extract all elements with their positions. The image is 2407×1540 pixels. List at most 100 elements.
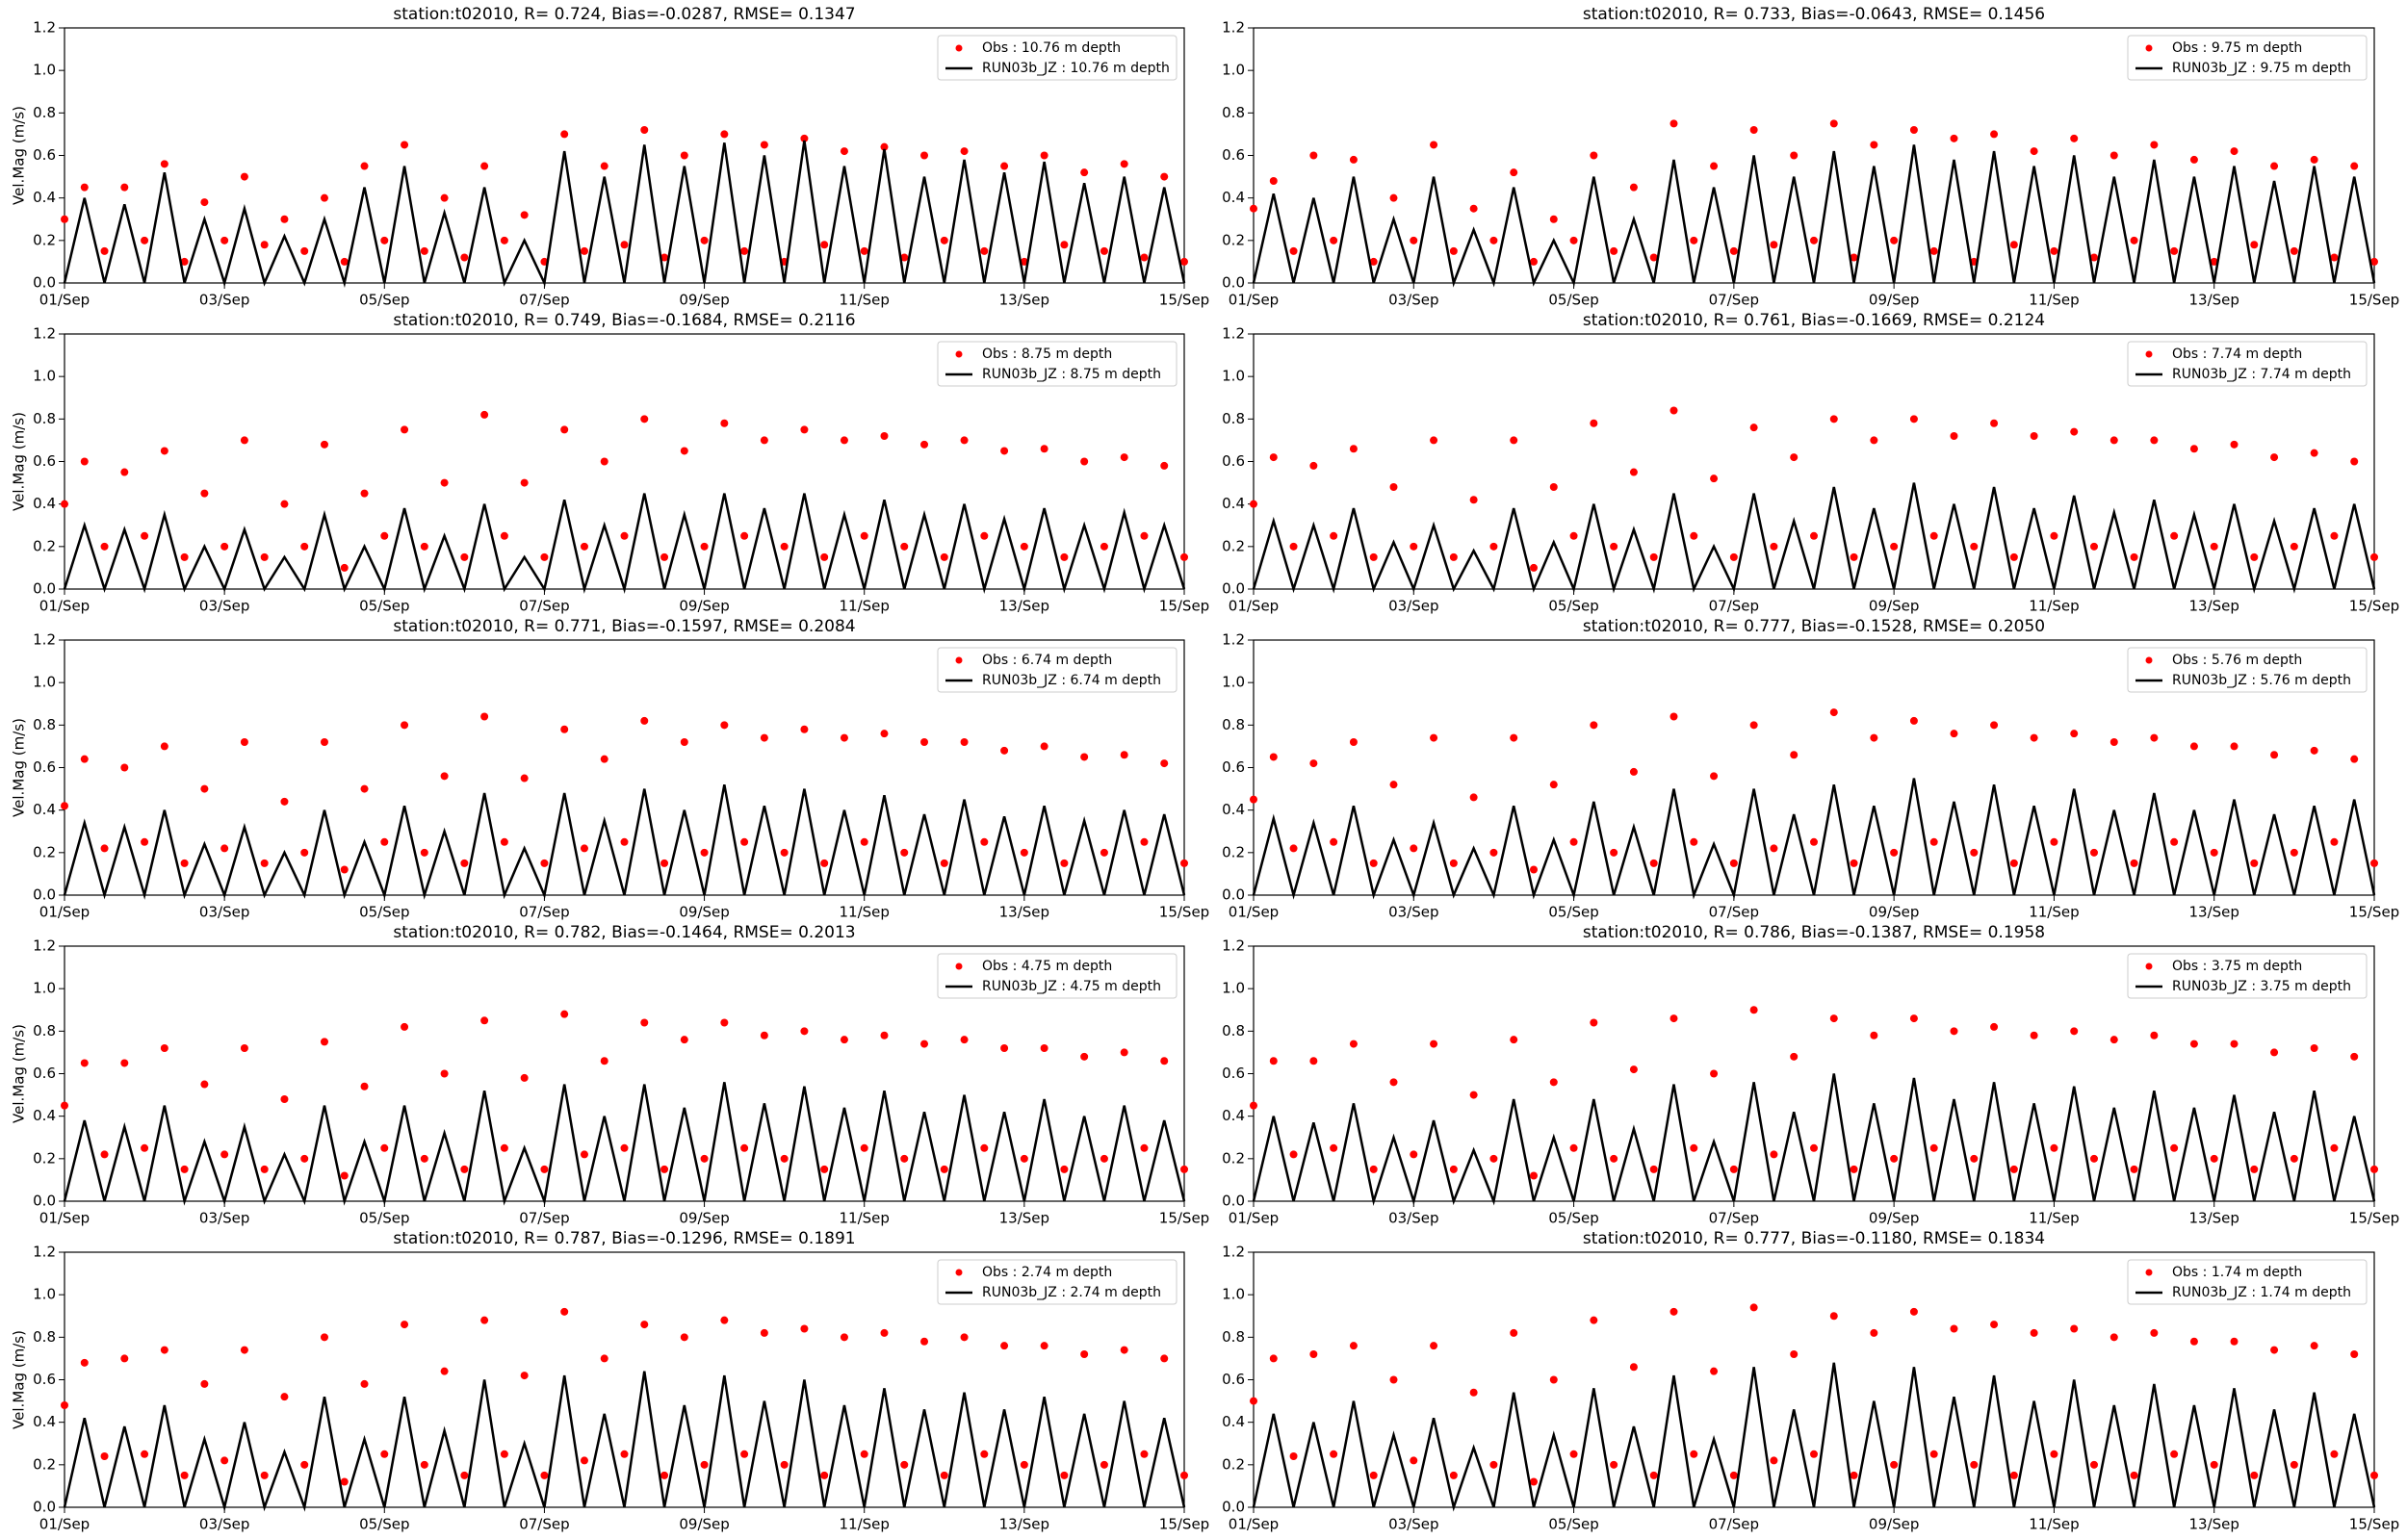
obs-point [1749,424,1758,432]
obs-point [860,1450,868,1458]
y-tick-label: 0.4 [33,495,56,512]
obs-point [1950,730,1958,738]
obs-point [940,859,948,867]
obs-point [700,1460,709,1469]
obs-point [100,1452,109,1460]
y-tick-label: 0.6 [33,1371,56,1388]
y-tick-label: 0.2 [1222,1455,1245,1473]
obs-point [2250,1165,2259,1173]
x-tick-label: 05/Sep [1548,1210,1598,1227]
x-tick-label: 15/Sep [1159,904,1209,921]
obs-point [1649,1165,1658,1173]
x-tick-label: 05/Sep [359,598,409,615]
x-tick-label: 11/Sep [2029,292,2079,309]
obs-point [2030,733,2038,742]
obs-point [1510,1036,1518,1044]
legend-label: Obs : 5.76 m depth [2172,653,2302,668]
obs-point [360,1379,369,1388]
obs-point [340,865,349,874]
obs-point [1060,859,1069,867]
obs-point [1549,483,1558,491]
obs-point [1569,236,1578,244]
obs-point [1710,475,1719,483]
obs-point [980,246,989,255]
legend-marker [2145,44,2153,52]
obs-point [2109,738,2118,746]
obs-point [800,725,809,733]
obs-point [780,1154,789,1163]
obs-point [1389,1375,1398,1384]
y-tick-label: 1.2 [1222,19,1245,37]
obs-point [800,1324,809,1333]
obs-point [1970,1460,1979,1469]
obs-point [1410,844,1418,853]
x-tick-label: 03/Sep [199,1516,249,1533]
y-tick-label: 1.0 [1222,980,1245,997]
obs-point [840,436,848,445]
obs-point [2370,1471,2378,1479]
obs-point [2070,730,2079,738]
obs-point [2109,151,2118,160]
chart-title: station:t02010, R= 0.787, Bias=-0.1296, … [393,1229,855,1248]
y-tick-label: 0.6 [33,1065,56,1082]
obs-point [880,142,889,151]
obs-point [1080,753,1089,761]
obs-point [420,246,428,255]
obs-point [1289,844,1298,853]
obs-point [820,859,829,867]
obs-point [1629,1363,1638,1372]
obs-point [680,738,688,746]
obs-point [1810,531,1818,540]
legend-label: RUN03b_JZ : 8.75 m depth [982,367,1161,382]
obs-point [2210,1154,2218,1163]
obs-point [2310,155,2318,164]
obs-point [1909,1014,1918,1023]
obs-point [2009,552,2018,561]
y-tick-label: 0.6 [1222,1371,1245,1388]
obs-point [1100,542,1108,551]
obs-point [1140,1450,1149,1458]
obs-point [340,1477,349,1486]
y-tick-label: 0.4 [33,1413,56,1430]
obs-point [2050,837,2058,846]
obs-point [1629,1065,1638,1074]
obs-point [500,1450,508,1458]
obs-point [1530,865,1538,874]
y-tick-label: 0.2 [1222,231,1245,248]
obs-point [1810,1450,1818,1458]
obs-point [600,162,608,170]
obs-point [61,1101,68,1110]
y-tick-label: 0.4 [1222,801,1245,818]
model-line [1252,482,2376,594]
obs-point [120,183,129,192]
obs-point [2310,449,2318,457]
obs-point [740,837,749,846]
obs-point [540,1471,549,1479]
obs-point [1000,746,1009,755]
obs-point [700,848,709,857]
legend-label: Obs : 10.76 m depth [982,40,1121,56]
obs-point [320,1038,328,1046]
obs-point [840,733,848,742]
obs-point [2170,246,2179,255]
legend-box [937,1259,1178,1305]
obs-point [1100,246,1108,255]
obs-point [2310,1342,2318,1350]
obs-point [1269,1354,1278,1363]
obs-point [640,716,649,725]
obs-point [1449,859,1458,867]
obs-point [200,1080,209,1089]
obs-point [700,542,709,551]
legend-marker [2145,350,2153,358]
obs-point [1389,193,1398,202]
legend-marker [955,656,963,664]
obs-point [1040,742,1048,751]
obs-point [100,542,109,551]
y-tick-label: 0.6 [1222,452,1245,470]
obs-point [1790,751,1799,759]
obs-point [1749,1006,1758,1014]
x-tick-label: 13/Sep [999,1516,1049,1533]
obs-point [100,1150,109,1159]
obs-point [260,241,269,249]
